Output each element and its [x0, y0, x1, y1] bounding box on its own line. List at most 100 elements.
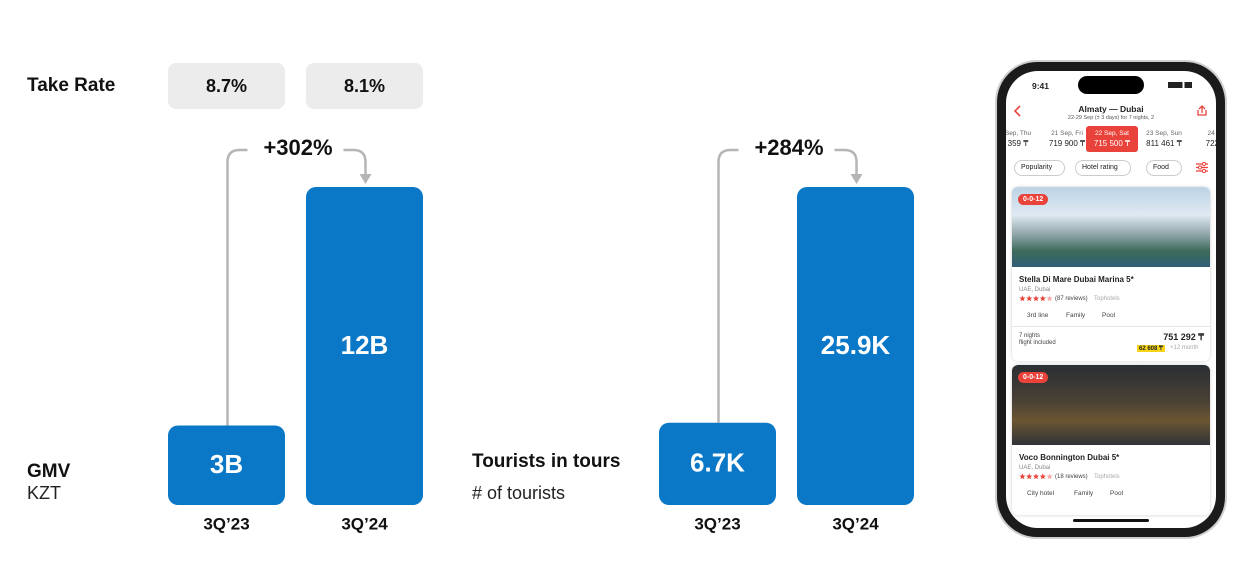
star: [1019, 473, 1026, 480]
hotel-card[interactable]: 0-0-12 Voco Bonnington Dubai 5* UAE, Dub…: [1012, 365, 1210, 515]
bar: [168, 425, 285, 505]
category-label: 3Q’23: [203, 514, 249, 533]
installment-note: ×12 month: [1170, 345, 1199, 351]
date-price: 722 ₸: [1205, 139, 1216, 148]
hotel-badge: 0-0-12: [1018, 194, 1049, 205]
date-day: 22 Sep, Sat: [1095, 130, 1129, 137]
arrow-head: [359, 174, 372, 184]
value-label: 6.7K: [690, 448, 745, 478]
back-button[interactable]: [1014, 105, 1022, 117]
star: [1039, 295, 1046, 302]
date-day: Sep, Thu: [1006, 130, 1032, 137]
star: [1032, 295, 1040, 302]
hotel-tag: City hotel: [1027, 490, 1055, 497]
hotel-stars: [1019, 295, 1053, 302]
category-label: 3Q’24: [832, 514, 879, 533]
star-icons: [1019, 473, 1053, 480]
filter-settings[interactable]: [1196, 162, 1208, 173]
date-day: 23 Sep, Sun: [1146, 130, 1182, 137]
category-label: 3Q’24: [341, 514, 388, 533]
status-icons: [1168, 82, 1192, 88]
growth-arrow: [834, 148, 858, 175]
bar: [797, 187, 914, 505]
date-cell[interactable]: Sep, Thu 359 ₸: [1006, 126, 1044, 152]
chart-subtitle: # of tourists: [472, 483, 565, 503]
status-time: 9:41: [1032, 81, 1050, 91]
hotel-tag: 3rd line: [1027, 312, 1049, 319]
growth-label: +284%: [754, 135, 823, 160]
take-rate-value: 8.7%: [206, 76, 247, 96]
hotel-flight: flight included: [1019, 340, 1056, 346]
date-cell[interactable]: 21 Sep, Fri 719 900 ₸: [1041, 126, 1093, 152]
phone-screen: 9:41 Almaty — Dubai 22-29 Sep (± 3 days)…: [1006, 71, 1216, 528]
hotel-name: Voco Bonnington Dubai 5*: [1019, 453, 1120, 462]
date-price: 715 500 ₸: [1093, 139, 1131, 148]
take-rate-box: [168, 63, 285, 109]
star: [1026, 473, 1033, 480]
chart-subtitle: KZT: [27, 483, 61, 503]
dynamic-island: [1078, 76, 1144, 94]
hotel-card[interactable]: 0-0-12 Stella Di Mare Dubai Marina 5* UA…: [1012, 187, 1210, 361]
route-title: Almaty — Dubai: [1078, 104, 1144, 114]
date-cell[interactable]: 22 Sep, Sat 715 500 ₸: [1086, 126, 1138, 152]
value-label: 25.9K: [821, 330, 891, 360]
value-label: 12B: [341, 330, 389, 360]
date-price: 811 461 ₸: [1146, 139, 1182, 148]
value-label: 3B: [210, 449, 243, 479]
date-strip: Sep, Thu 359 ₸ 21 Sep, Fri 719 900 ₸ 22 Sep,…: [1006, 71, 1216, 161]
hotel-tag: Family: [1074, 490, 1094, 497]
hotel-badge: 0-0-12: [1018, 372, 1049, 383]
growth-arrow: [226, 148, 248, 426]
hotel-location: UAE, Dubai: [1019, 465, 1051, 471]
hotel-source: Tophotels: [1094, 296, 1120, 302]
growth-label: +302%: [263, 135, 332, 160]
share-button[interactable]: [1196, 105, 1208, 117]
star: [1046, 295, 1053, 302]
date-price: 719 900 ₸: [1048, 139, 1086, 148]
growth-arrow: [717, 148, 739, 423]
take-rate-value: 8.1%: [344, 76, 385, 96]
hotel-tag: Pool: [1110, 490, 1124, 497]
star: [1019, 295, 1026, 302]
chart-title: Tourists in tours: [472, 451, 620, 472]
arrow-head: [850, 174, 863, 184]
filter-bar: Popularity Hotel rating Food: [1006, 71, 1216, 181]
hotel-source: Tophotels: [1094, 474, 1120, 480]
hotel-price: 751 292 ₸: [1163, 332, 1204, 342]
growth-arrow: [343, 148, 367, 175]
filter-chip[interactable]: Hotel rating: [1075, 160, 1131, 176]
installment-price: 62 608 ₸: [1137, 345, 1165, 352]
route-subtitle: 22-29 Sep (± 3 days) for 7 nights, 2: [1067, 115, 1155, 121]
star: [1039, 473, 1046, 480]
category-label: 3Q’23: [694, 514, 740, 533]
hotel-tag: Family: [1066, 312, 1086, 319]
hotel-name: Stella Di Mare Dubai Marina 5*: [1019, 275, 1134, 284]
star: [1046, 473, 1053, 480]
take-rate-box: [306, 63, 423, 109]
hotel-nights: 7 nights: [1019, 333, 1041, 339]
phone-mockup: 9:41 Almaty — Dubai 22-29 Sep (± 3 days)…: [997, 62, 1225, 537]
bar: [659, 422, 776, 505]
hotel-stars: [1019, 473, 1053, 480]
star-icons: [1019, 295, 1053, 302]
chart-title: GMV: [27, 461, 71, 482]
bar: [306, 187, 423, 505]
star: [1032, 473, 1040, 480]
hotel-tag: Pool: [1102, 312, 1116, 319]
hotel-reviews: (18 reviews): [1055, 474, 1088, 480]
date-cell[interactable]: 23 Sep, Sun 811 461 ₸: [1138, 126, 1190, 152]
hotel-location: UAE, Dubai: [1019, 287, 1051, 293]
date-day: 24 Se: [1207, 130, 1217, 137]
take-rate-label: Take Rate: [27, 75, 115, 96]
filter-chip[interactable]: Food: [1146, 160, 1182, 176]
date-cell[interactable]: 24 Se 722 ₸: [1190, 126, 1216, 152]
filter-chip[interactable]: Popularity: [1014, 160, 1066, 176]
hotel-reviews: (87 reviews): [1055, 296, 1088, 302]
home-indicator: [1073, 519, 1149, 522]
date-price: 359 ₸: [1007, 139, 1029, 148]
date-day: 21 Sep, Fri: [1051, 130, 1083, 137]
star: [1026, 295, 1033, 302]
divider: [1012, 326, 1210, 327]
